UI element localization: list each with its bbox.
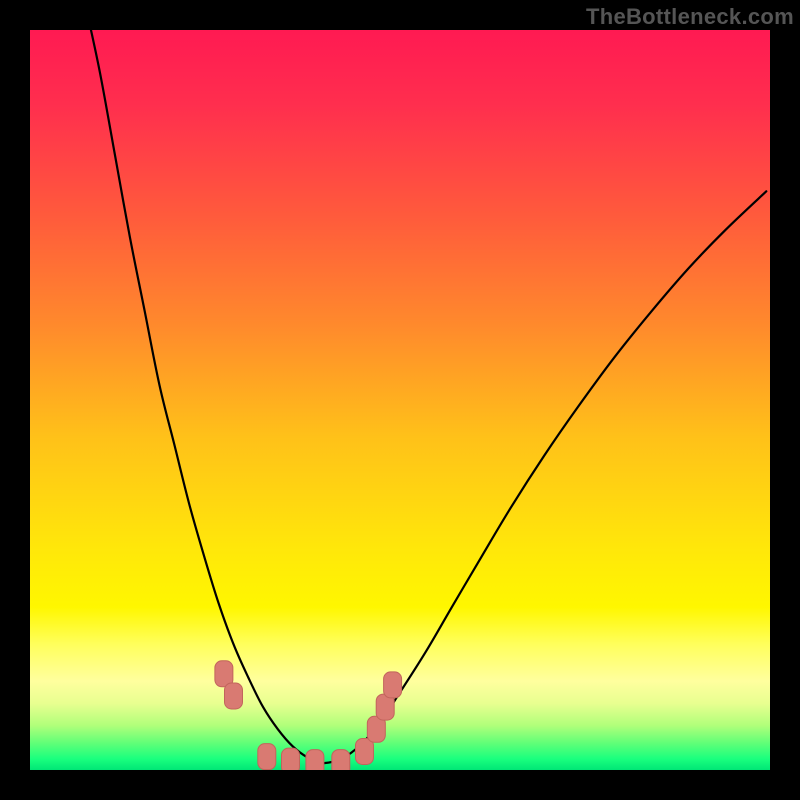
marker-6 (355, 739, 373, 765)
marker-9 (384, 672, 402, 698)
chart-area (0, 0, 800, 800)
marker-1 (225, 683, 243, 709)
watermark-text: TheBottleneck.com (586, 4, 794, 30)
marker-2 (258, 744, 276, 770)
plot-background (30, 30, 770, 770)
